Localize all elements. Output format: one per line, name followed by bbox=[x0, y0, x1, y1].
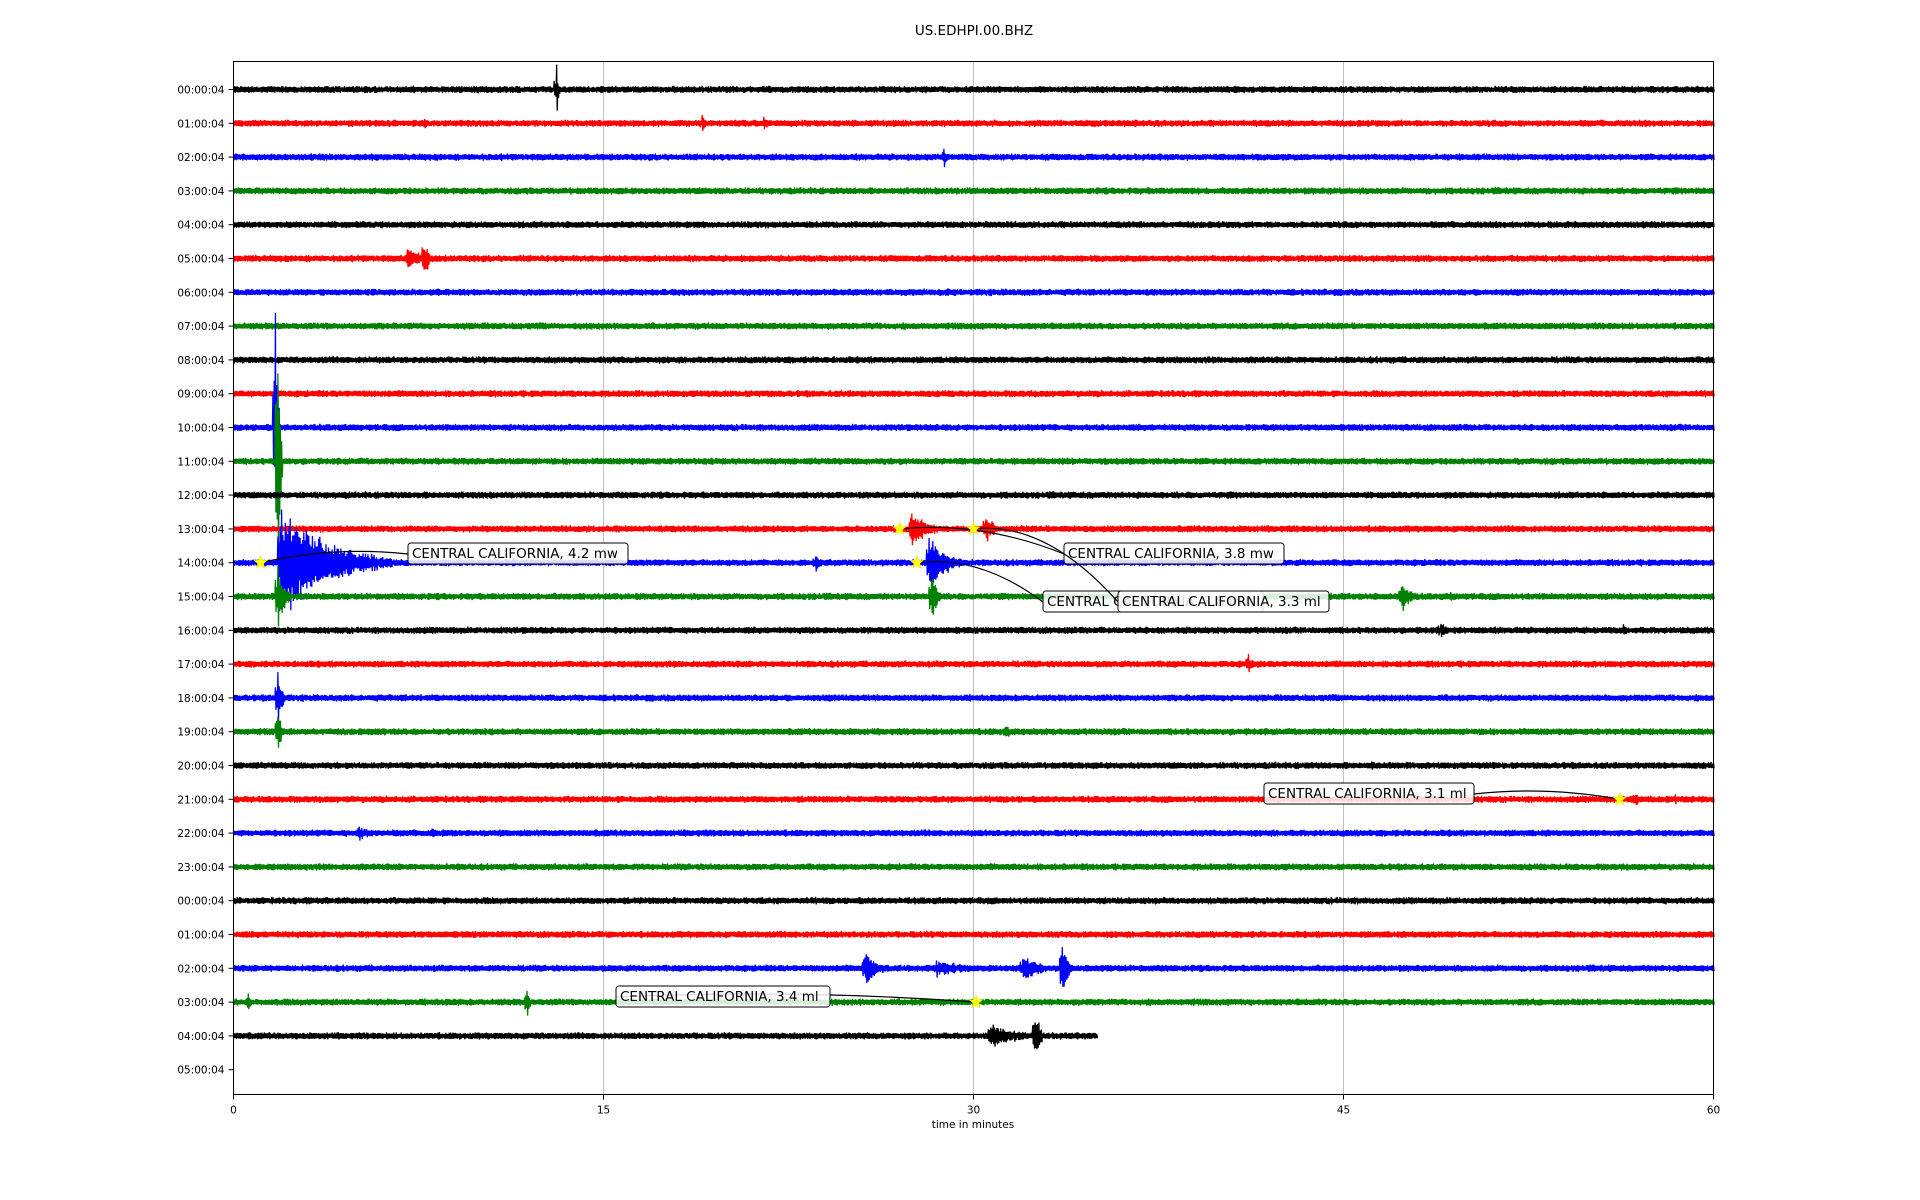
seismic-trace-row-19 bbox=[232, 716, 1715, 748]
row-time-label: 07:00:04 bbox=[177, 321, 224, 333]
row-time-label: 18:00:04 bbox=[177, 693, 224, 705]
row-time-label: 14:00:04 bbox=[177, 558, 224, 570]
seismic-trace-row-4 bbox=[232, 220, 1715, 229]
row-time-label: 23:00:04 bbox=[177, 862, 224, 874]
event-label: CENTRAL CALIFORNIA, 3.1 ml bbox=[1268, 786, 1467, 802]
event-marker-star bbox=[1612, 791, 1628, 806]
chart-title: US.EDHPI.00.BHZ bbox=[915, 23, 1033, 39]
row-time-label: 15:00:04 bbox=[177, 592, 224, 604]
row-time-label: 03:00:04 bbox=[177, 186, 224, 198]
seismic-trace-row-16 bbox=[232, 623, 1715, 638]
seismic-trace-row-26 bbox=[232, 947, 1715, 987]
x-axis-label: time in minutes bbox=[932, 1119, 1014, 1131]
event-label-box bbox=[407, 542, 629, 565]
seismic-trace-row-25 bbox=[232, 930, 1715, 939]
x-tick-label: 60 bbox=[1707, 1105, 1720, 1117]
row-time-label: 20:00:04 bbox=[177, 761, 224, 773]
event-marker-star bbox=[968, 994, 984, 1009]
seismic-trace-row-20 bbox=[232, 761, 1715, 770]
row-time-label: 17:00:04 bbox=[177, 659, 224, 671]
row-time-label: 10:00:04 bbox=[177, 423, 224, 435]
event-marker-star bbox=[253, 555, 268, 569]
seismic-trace-row-8 bbox=[232, 356, 1715, 364]
event-label: CENTRAL CALIFORNIA, 3.4 ml bbox=[620, 989, 819, 1005]
seismic-trace-row-9 bbox=[232, 389, 1715, 398]
seismic-trace-row-18 bbox=[232, 672, 1715, 722]
row-time-label: 02:00:04 bbox=[177, 963, 224, 975]
event-marker-star bbox=[966, 521, 981, 536]
event-annotations: CENTRAL CALIFORNIA, 4.2 mw CENTRAL CALIFO… bbox=[253, 521, 1628, 1009]
row-time-label: 08:00:04 bbox=[177, 355, 224, 367]
event-label: CENTRAL CALIFORNIA, 3.8 mw bbox=[1068, 546, 1274, 562]
seismic-trace-row-10 bbox=[232, 312, 1715, 513]
x-tick-label: 15 bbox=[597, 1105, 610, 1117]
row-time-label: 05:00:04 bbox=[177, 1065, 224, 1077]
seismic-trace-row-17 bbox=[232, 653, 1715, 673]
event-label: CENTRAL CALIFORNIA, 4.2 mw bbox=[412, 546, 618, 562]
row-time-label: 13:00:04 bbox=[177, 524, 224, 536]
row-time-label: 04:00:04 bbox=[177, 220, 224, 232]
row-time-label: 03:00:04 bbox=[177, 997, 224, 1009]
x-axis-ticks: 0 15 30 45 60 bbox=[230, 1094, 1720, 1117]
row-time-label: 09:00:04 bbox=[177, 389, 224, 401]
plot-frame bbox=[233, 61, 1714, 1095]
seismic-trace-row-28 bbox=[232, 1022, 1099, 1050]
event-label-box bbox=[615, 985, 831, 1008]
row-time-label: 19:00:04 bbox=[177, 727, 224, 739]
event-marker-star bbox=[909, 555, 925, 569]
seismic-trace-row-7 bbox=[232, 322, 1715, 330]
seismic-trace-row-0 bbox=[232, 64, 1715, 111]
row-time-label: 21:00:04 bbox=[177, 794, 224, 806]
seismic-trace-row-11 bbox=[232, 373, 1715, 597]
event-connector bbox=[260, 550, 409, 564]
row-time-label: 01:00:04 bbox=[177, 930, 224, 942]
row-time-label: 22:00:04 bbox=[177, 828, 224, 840]
seismic-trace-row-24 bbox=[232, 896, 1715, 905]
seismic-trace-row-5 bbox=[232, 247, 1715, 270]
row-time-label: 02:00:04 bbox=[177, 152, 224, 164]
grid-lines bbox=[603, 61, 1344, 1095]
seismic-trace-row-12 bbox=[232, 491, 1715, 499]
event-connector bbox=[973, 527, 1119, 603]
x-tick-label: 30 bbox=[967, 1105, 980, 1117]
seismic-trace-row-3 bbox=[232, 187, 1715, 195]
seismic-trace-row-6 bbox=[232, 288, 1715, 297]
event-connector bbox=[1473, 790, 1620, 800]
row-time-label: 00:00:04 bbox=[177, 85, 224, 97]
row-time-label: 05:00:04 bbox=[177, 254, 224, 266]
x-tick-label: 45 bbox=[1337, 1105, 1350, 1117]
event-connector bbox=[916, 560, 1044, 603]
row-time-labels: 00:00:04 01:00:04 02:00:04 03:00:04 04:00:04… bbox=[177, 85, 234, 1077]
seismic-trace-row-23 bbox=[232, 863, 1715, 871]
event-label-box bbox=[1263, 782, 1475, 805]
row-time-label: 11:00:04 bbox=[177, 456, 224, 468]
seismic-traces bbox=[232, 64, 1715, 1050]
seismic-trace-row-2 bbox=[232, 148, 1715, 168]
row-time-label: 04:00:04 bbox=[177, 1031, 224, 1043]
row-time-label: 12:00:04 bbox=[177, 490, 224, 502]
x-tick-label: 0 bbox=[230, 1105, 237, 1117]
row-time-label: 01:00:04 bbox=[177, 118, 224, 130]
event-label-box bbox=[1117, 590, 1330, 613]
row-time-label: 16:00:04 bbox=[177, 625, 224, 637]
row-time-label: 06:00:04 bbox=[177, 287, 224, 299]
seismic-trace-row-22 bbox=[232, 826, 1715, 841]
event-marker-star bbox=[892, 521, 907, 536]
row-time-label: 00:00:04 bbox=[177, 896, 224, 908]
seismic-trace-row-1 bbox=[232, 115, 1715, 131]
seismic-trace-row-15 bbox=[232, 566, 1715, 627]
event-label: CENTRAL CALIFORNIA, 3.3 ml bbox=[1122, 594, 1321, 610]
event-connector bbox=[899, 526, 1065, 555]
